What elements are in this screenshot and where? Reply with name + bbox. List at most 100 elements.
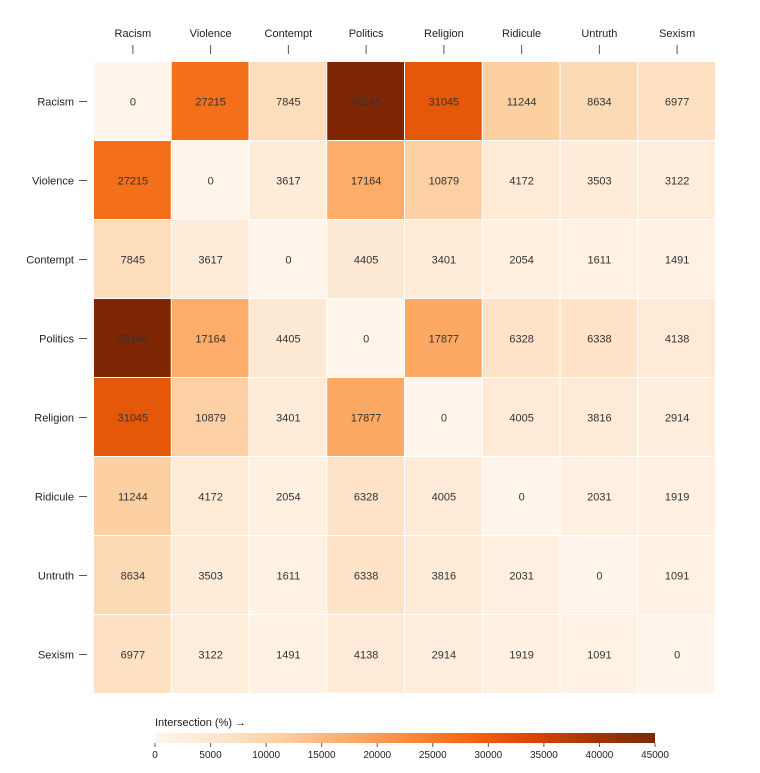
legend-tick-label: 30000 xyxy=(474,750,502,761)
heatmap-cell xyxy=(405,220,482,298)
heatmap-cell xyxy=(327,615,404,693)
cell-value-label: 2031 xyxy=(509,571,533,583)
x-tick-label: Violence xyxy=(190,28,232,40)
cell-value-label: 27215 xyxy=(118,176,149,188)
legend-tick-label: 0 xyxy=(152,750,158,761)
x-tick-label: Ridicule xyxy=(502,28,541,40)
heatmap-cell xyxy=(327,299,404,377)
legend-tick-label: 35000 xyxy=(530,750,558,761)
heatmap-cell xyxy=(327,378,404,456)
heatmap-cell xyxy=(482,220,560,298)
cell-value-label: 1611 xyxy=(277,571,301,583)
heatmap-cell xyxy=(482,299,560,377)
x-tick-label: Sexism xyxy=(659,28,695,40)
cell-value-label: 0 xyxy=(674,650,680,662)
heatmap-cell xyxy=(327,457,404,535)
x-axis: Racism Violence Contempt Politics Religion Ri… xyxy=(115,28,695,54)
legend-tick-label: 25000 xyxy=(419,750,447,761)
legend-tick-label: 5000 xyxy=(199,750,222,761)
legend-tick-label: 45000 xyxy=(641,750,669,761)
heatmap-cell xyxy=(482,536,560,614)
cell-value-label: 0 xyxy=(519,492,525,504)
cell-value-label: 4405 xyxy=(354,255,378,267)
heatmap-cell xyxy=(327,141,404,219)
heatmap-cell xyxy=(560,457,638,535)
cell-value-label: 3617 xyxy=(276,176,300,188)
x-tick-label: Untruth xyxy=(581,28,617,40)
cell-value-label: 8634 xyxy=(587,97,611,109)
cell-value-label: 17877 xyxy=(351,413,382,425)
heatmap-cell xyxy=(560,220,638,298)
cell-value-label: 27215 xyxy=(195,97,226,109)
heatmap-cell xyxy=(405,141,482,219)
cell-value-label: 6977 xyxy=(665,97,689,109)
cell-value-label: 4172 xyxy=(198,492,222,504)
heatmap-cell xyxy=(405,536,482,614)
heatmap-cell xyxy=(638,536,715,614)
cell-value-label: 7845 xyxy=(121,255,145,267)
heatmap-cell xyxy=(638,615,715,693)
cell-value-label: 1091 xyxy=(665,571,689,583)
heatmap-cell xyxy=(249,536,327,614)
cell-value-label: 4405 xyxy=(276,334,300,346)
heatmap-cell xyxy=(171,615,249,693)
heatmap-cell xyxy=(405,457,482,535)
color-legend: Intersection (%) → 0 5000 10000 15000 20000 2… xyxy=(152,717,669,761)
heatmap-cell xyxy=(638,299,715,377)
heatmap-cell xyxy=(94,457,171,535)
heatmap-cell xyxy=(638,378,715,456)
heatmap-cell xyxy=(94,220,171,298)
cell-value-label: 4005 xyxy=(432,492,456,504)
heatmap-cell xyxy=(560,62,638,140)
legend-ticks: 0 5000 10000 15000 20000 25000 30000 35000 40000… xyxy=(152,743,669,761)
heatmap-cell xyxy=(94,141,171,219)
x-tick-label: Contempt xyxy=(265,28,313,40)
heatmap-cell xyxy=(249,141,327,219)
heatmap-cell xyxy=(171,141,249,219)
cell-value-label: 3401 xyxy=(432,255,456,267)
cell-value-label: 0 xyxy=(285,255,291,267)
cell-value-label: 31045 xyxy=(429,97,460,109)
cell-value-label: 2914 xyxy=(432,650,456,662)
heatmap-cell xyxy=(405,615,482,693)
y-axis: Racism Violence Contempt Politics Religion Ri… xyxy=(26,97,87,662)
legend-color-bar xyxy=(155,733,655,743)
heatmap-cell xyxy=(405,62,482,140)
heatmap-cell xyxy=(171,299,249,377)
cell-value-label: 6328 xyxy=(509,334,533,346)
heatmap-cell xyxy=(560,536,638,614)
cell-value-label: 3401 xyxy=(276,413,300,425)
cell-value-label: 1491 xyxy=(276,650,300,662)
cell-value-label: 1491 xyxy=(665,255,689,267)
heatmap-cell xyxy=(560,378,638,456)
heatmap-cell xyxy=(482,62,560,140)
cell-value-label: 8634 xyxy=(121,571,145,583)
legend-tick-label: 15000 xyxy=(308,750,336,761)
heatmap-cell xyxy=(560,141,638,219)
heatmap-cell xyxy=(560,615,638,693)
heatmap-cell xyxy=(171,536,249,614)
x-tick-label: Politics xyxy=(349,28,384,40)
heatmap-cell xyxy=(171,220,249,298)
cell-value-label: 45145 xyxy=(351,97,382,109)
cell-value-label: 0 xyxy=(363,334,369,346)
cell-value-label: 0 xyxy=(441,413,447,425)
cell-value-label: 10879 xyxy=(195,413,226,425)
cell-value-label: 4005 xyxy=(509,413,533,425)
heatmap-cell xyxy=(94,378,171,456)
cell-value-label: 11244 xyxy=(118,492,148,504)
y-tick-label: Politics xyxy=(39,334,74,346)
legend-title: Intersection (%) → xyxy=(155,717,246,729)
y-tick-label: Untruth xyxy=(38,571,74,583)
cell-value-label: 17877 xyxy=(429,334,460,346)
cell-value-label: 2054 xyxy=(276,492,300,504)
heatmap-cell xyxy=(405,299,482,377)
cell-value-label: 6338 xyxy=(587,334,611,346)
cell-value-label: 0 xyxy=(596,571,602,583)
heatmap-cell xyxy=(171,62,249,140)
heatmap-cell xyxy=(482,615,560,693)
cell-value-label: 0 xyxy=(208,176,214,188)
heatmap-cell xyxy=(638,141,715,219)
heatmap-cell xyxy=(249,62,327,140)
